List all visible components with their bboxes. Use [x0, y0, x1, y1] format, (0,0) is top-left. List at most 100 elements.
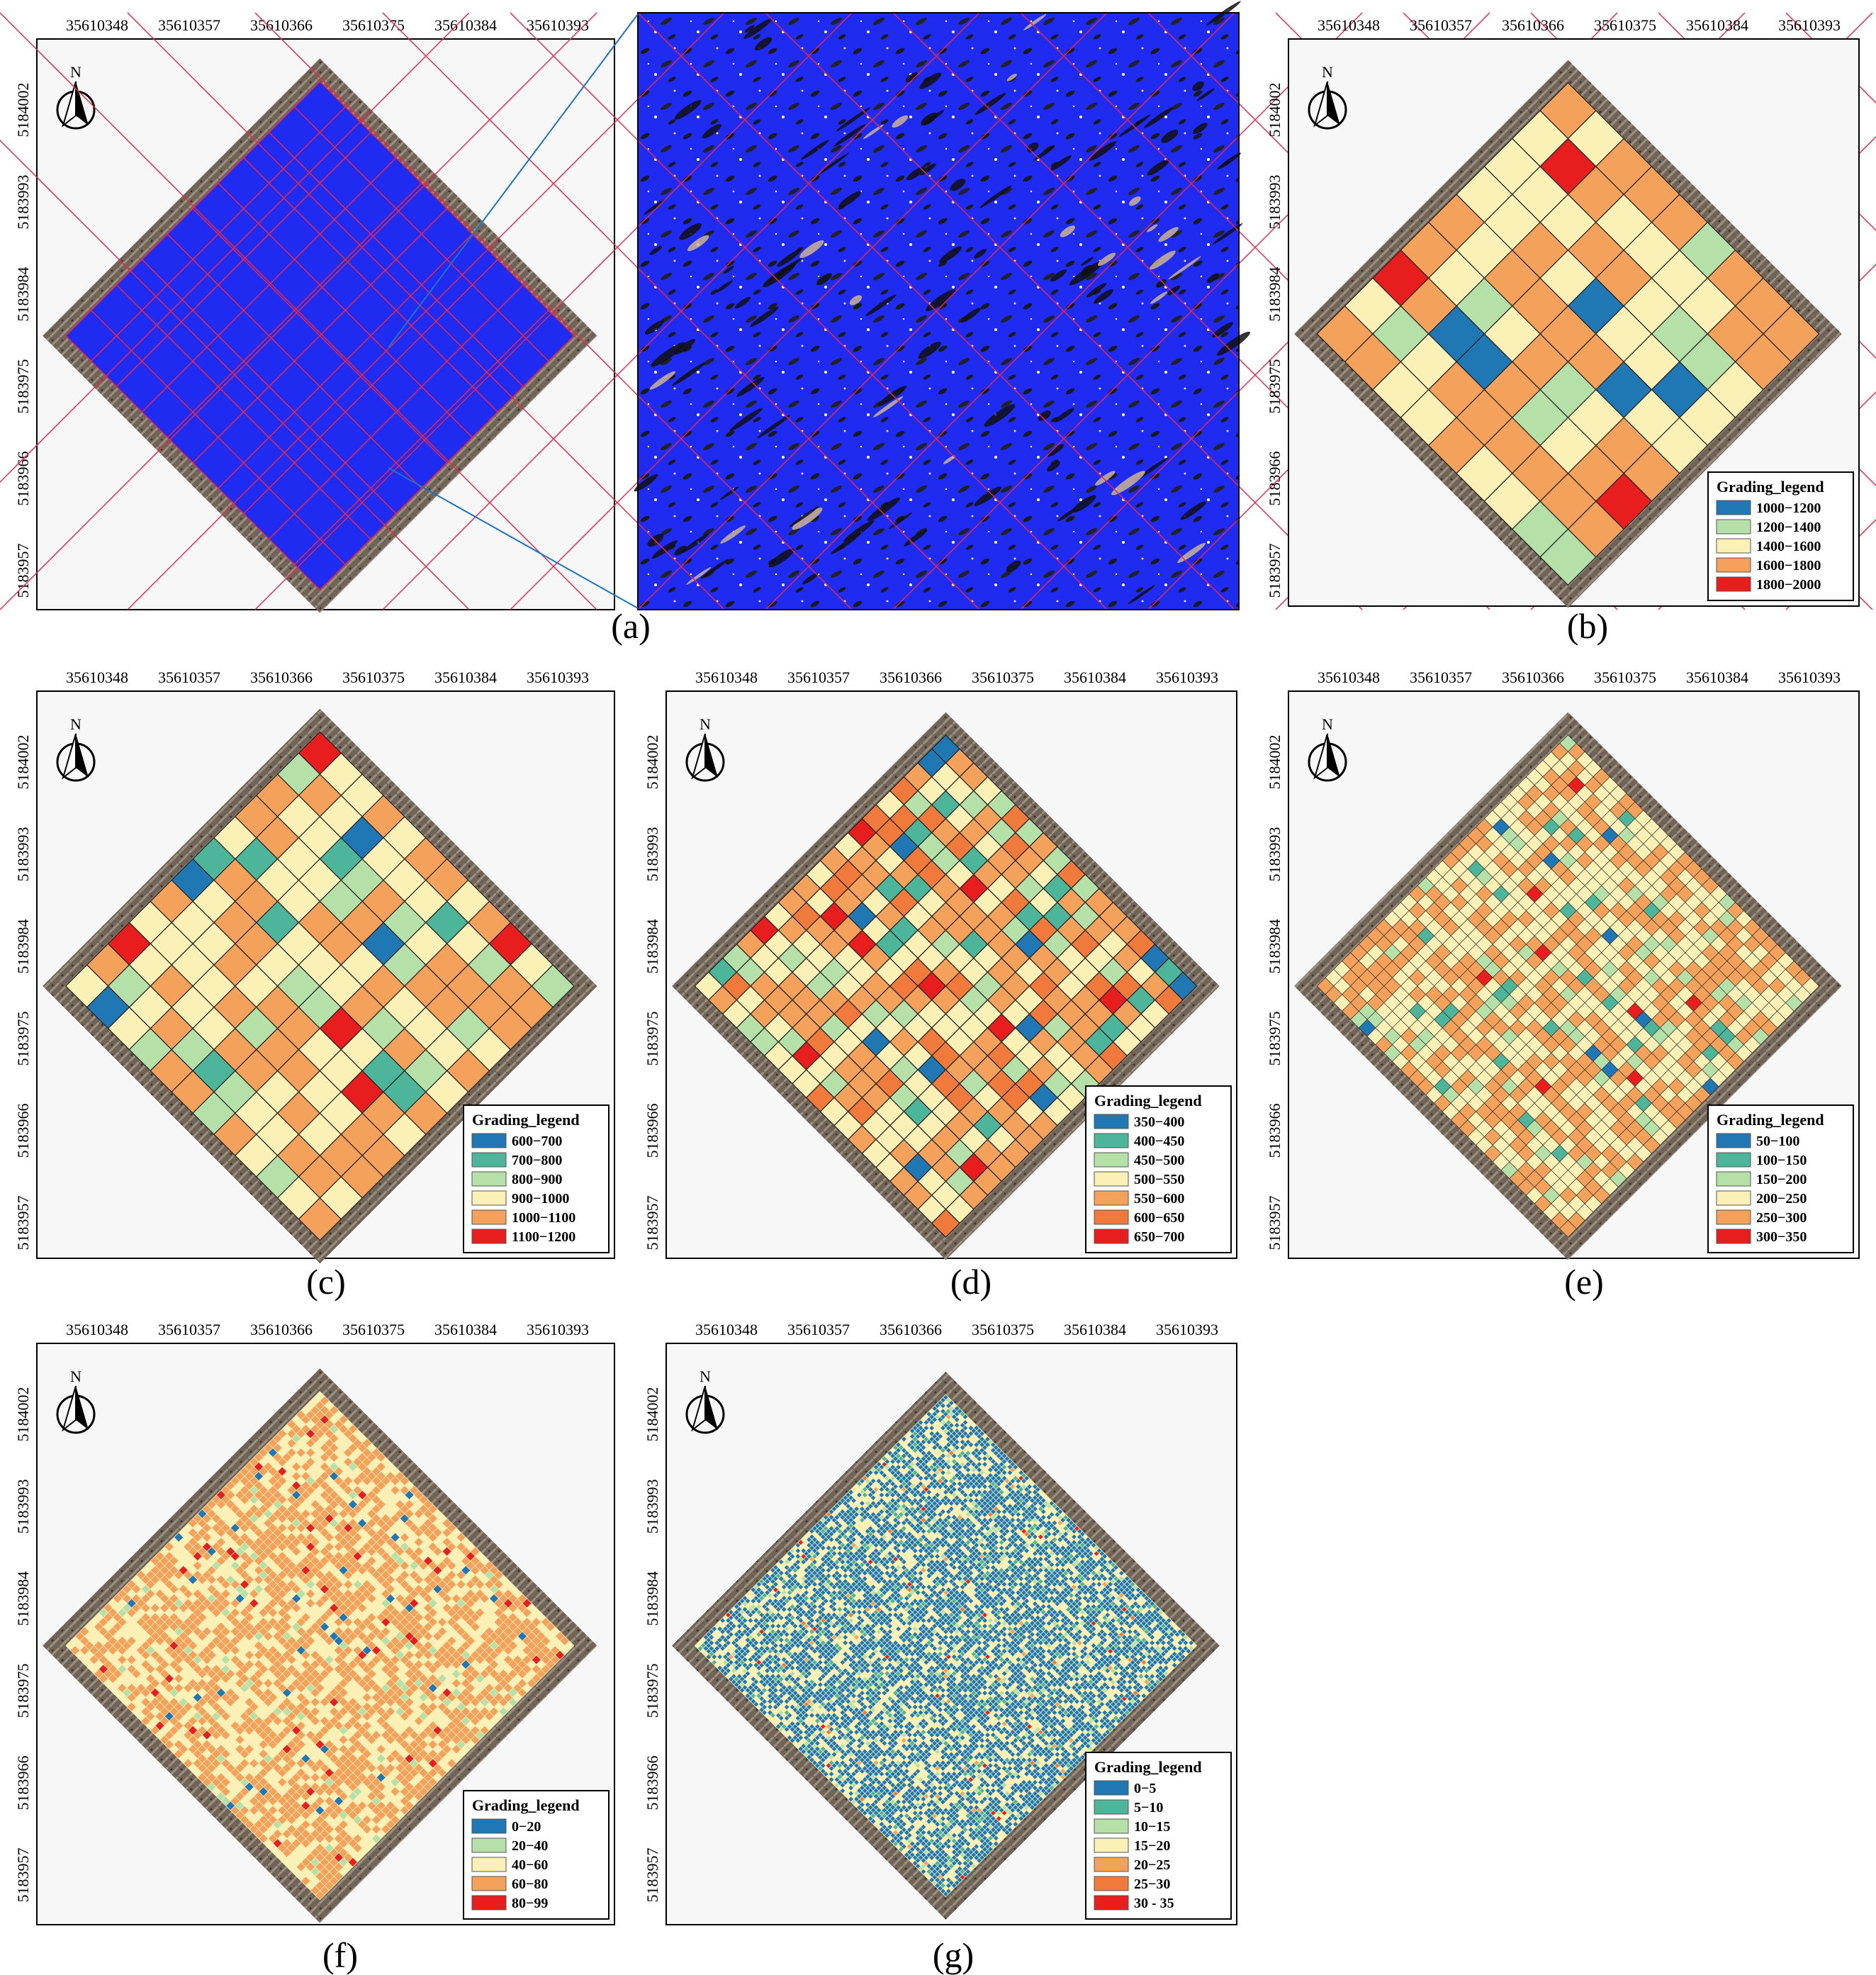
x-tick-label: 35610384 — [434, 1321, 497, 1338]
soil-patch — [634, 474, 658, 492]
y-tick-label: 5183957 — [1266, 1196, 1284, 1251]
y-tick-label: 5183975 — [1266, 359, 1284, 414]
graded-cells — [694, 734, 1198, 1238]
soil-patch — [836, 107, 870, 132]
soil-patch — [877, 386, 906, 407]
legend-swatch — [1716, 538, 1751, 554]
legend-title: Grading_legend — [472, 1796, 580, 1814]
legend-swatch — [1716, 1190, 1751, 1206]
legend-swatch — [1716, 1229, 1751, 1244]
panel-label-e: (e) — [1564, 1262, 1604, 1302]
legend-item-label: 50−100 — [1756, 1134, 1799, 1149]
grid-line — [127, 12, 725, 610]
legend-box — [1085, 1085, 1232, 1253]
y-tick-label: 5183966 — [644, 1104, 661, 1158]
soil-patch — [1192, 81, 1204, 91]
grid-line — [192, 208, 448, 464]
legend-item-label: 1000−1200 — [1756, 500, 1821, 516]
soil-patch — [1038, 410, 1051, 421]
x-tick-label: 35610393 — [527, 16, 589, 34]
soil-patch — [1094, 471, 1116, 486]
panel-label-b: (b) — [1567, 606, 1608, 646]
soil-patch — [1206, 273, 1220, 284]
soil-patch — [1094, 289, 1113, 304]
legend-swatch — [1716, 519, 1751, 535]
x-tick-label: 35610393 — [527, 668, 589, 686]
y-tick-label: 5183993 — [1266, 175, 1284, 230]
y-tick-label: 5183966 — [14, 1104, 32, 1158]
legend-swatch — [1094, 1114, 1129, 1129]
y-tick-label: 5183984 — [1266, 267, 1284, 322]
x-tick-label: 35610375 — [972, 668, 1034, 686]
grid-line — [510, 12, 1108, 610]
legend: Grading_legend1000−12001200−14001400−160… — [1707, 471, 1854, 601]
soil-patch — [919, 72, 942, 89]
legend-item-label: 1000−1100 — [512, 1210, 575, 1226]
soil-patch — [1089, 141, 1117, 161]
x-tick-label: 35610366 — [250, 1321, 313, 1338]
soil-patch — [1158, 227, 1179, 242]
legend-item-label: 400−450 — [1134, 1134, 1184, 1149]
y-tick-label: 5183993 — [644, 827, 661, 882]
x-tick-label: 35610384 — [1686, 16, 1748, 34]
legend-item-label: 0−20 — [512, 1819, 541, 1835]
zoom-connector-line — [388, 467, 639, 609]
legend-swatch — [1716, 557, 1751, 573]
soil-patch — [1086, 283, 1107, 298]
legend-swatch — [1094, 1152, 1129, 1168]
soil-patch — [1128, 585, 1155, 605]
soil-patch — [734, 296, 751, 309]
soil-patch — [744, 25, 755, 33]
north-label: N — [70, 715, 82, 733]
soil-patch — [960, 308, 981, 323]
soil-patch — [815, 152, 849, 177]
soil-patch — [736, 376, 765, 397]
y-tick-label: 5183966 — [14, 452, 32, 506]
grid-line — [218, 233, 473, 489]
y-tick-label: 5183984 — [644, 919, 661, 974]
soil-patch — [723, 266, 734, 274]
legend: Grading_legend600−700700−800800−900900−1… — [463, 1104, 610, 1253]
legend-swatch — [471, 1229, 507, 1244]
grid-line — [65, 335, 320, 591]
soil-patch — [1161, 130, 1179, 143]
soil-patch — [1196, 88, 1215, 101]
x-tick-label: 35610357 — [158, 1321, 220, 1338]
legend-item-label: 1600−1800 — [1756, 558, 1821, 574]
legend-swatch — [1094, 1190, 1129, 1206]
soil-patch — [838, 191, 862, 208]
graded-cells — [1316, 734, 1820, 1238]
north-label: N — [1322, 63, 1333, 81]
soil-patch — [833, 124, 866, 147]
soil-patch — [1081, 257, 1094, 266]
x-tick-label: 35610348 — [66, 1321, 128, 1338]
soil-patch — [763, 263, 796, 288]
grid-line — [319, 335, 575, 591]
soil-patch — [1129, 196, 1141, 206]
x-tick-label: 35610366 — [880, 668, 942, 686]
zoom-connector-line — [388, 13, 639, 348]
soil-patch — [651, 342, 685, 367]
grid-line — [116, 284, 371, 540]
y-tick-label: 5183966 — [14, 1756, 32, 1811]
x-tick-label: 35610375 — [342, 1321, 405, 1338]
soil-patch — [1168, 256, 1201, 280]
legend-item-label: 1400−1600 — [1756, 539, 1821, 554]
panel-label-a: (a) — [611, 606, 651, 646]
inset-border — [637, 12, 1240, 610]
y-tick-label: 5184002 — [644, 735, 661, 790]
soil-patch — [720, 525, 746, 544]
graded-cells — [64, 731, 575, 1241]
map-panel-e: 35610348 35610357 35610366 35610375 35610384… — [1266, 668, 1860, 1260]
grid-line — [269, 284, 524, 540]
soil-patch — [1060, 225, 1075, 237]
soil-patch — [729, 408, 763, 432]
north-label: N — [1322, 715, 1333, 733]
grid-line — [293, 310, 549, 565]
soil-patch — [1193, 123, 1208, 135]
soil-patch — [719, 486, 739, 500]
soil-patch — [843, 520, 875, 542]
map-panel-b: 35610348 35610357 35610366 35610375 35610384… — [1266, 16, 1860, 608]
soil-patch — [1212, 322, 1233, 338]
